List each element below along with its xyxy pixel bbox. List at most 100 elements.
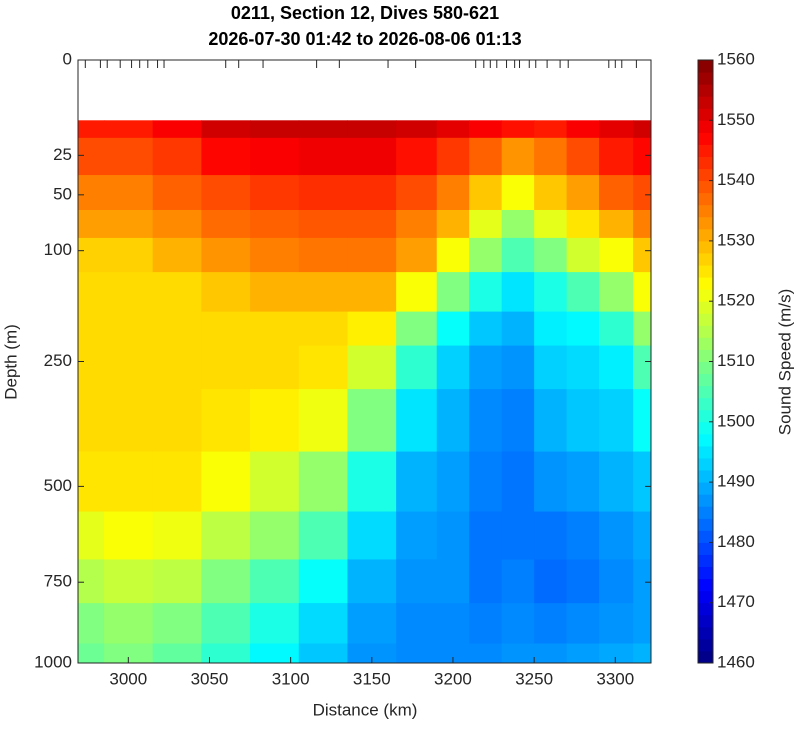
- field-cell: [501, 175, 535, 211]
- field-cell: [103, 311, 154, 347]
- field-cell: [633, 237, 652, 273]
- field-cell: [469, 237, 503, 273]
- colorbar-band: [698, 313, 713, 326]
- y-tick-label: 25: [53, 145, 72, 164]
- x-tick-label: 3300: [596, 669, 634, 688]
- field-cell: [436, 175, 470, 211]
- colorbar-band: [698, 180, 713, 194]
- colorbar-tick-label: 1470: [717, 592, 755, 611]
- field-cell: [566, 120, 600, 139]
- field-cell: [201, 311, 251, 347]
- field-cell: [501, 237, 535, 273]
- field-cell: [347, 272, 397, 313]
- field-cell: [599, 237, 634, 273]
- field-cell: [633, 209, 652, 239]
- colorbar-band: [698, 168, 713, 182]
- field-cell: [633, 559, 652, 604]
- field-cell: [566, 451, 600, 513]
- field-cell: [250, 643, 300, 664]
- field-cell: [633, 120, 652, 139]
- field-cell: [396, 175, 438, 211]
- field-cell: [534, 389, 568, 453]
- field-cell: [633, 311, 652, 347]
- field-cell: [78, 272, 105, 313]
- field-cell: [103, 603, 154, 645]
- field-cell: [347, 209, 397, 239]
- field-cell: [298, 559, 348, 604]
- field-cell: [534, 120, 568, 139]
- field-cell: [396, 272, 438, 313]
- field-cell: [599, 511, 634, 560]
- field-cell: [201, 389, 251, 453]
- field-cell: [152, 120, 202, 139]
- field-cell: [396, 559, 438, 604]
- field-cell: [566, 237, 600, 273]
- x-tick-label: 3100: [272, 669, 310, 688]
- field-cell: [250, 272, 300, 313]
- colorbar-band: [698, 252, 713, 266]
- colorbar-band: [698, 650, 713, 664]
- field-cell: [201, 209, 251, 239]
- field-cell: [469, 311, 503, 347]
- field-cell: [298, 511, 348, 560]
- colorbar-band: [698, 530, 713, 543]
- y-tick-label: 50: [53, 184, 72, 203]
- field-cell: [347, 311, 397, 347]
- y-tick-label: 250: [44, 351, 72, 370]
- field-cell: [152, 451, 202, 513]
- field-cell: [201, 345, 251, 390]
- x-tick-label: 3000: [109, 669, 147, 688]
- field-cell: [152, 311, 202, 347]
- colorbar-band: [698, 108, 713, 121]
- field-cell: [298, 272, 348, 313]
- field-cell: [78, 345, 105, 390]
- field-cell: [201, 559, 251, 604]
- field-cell: [534, 137, 568, 176]
- field-cell: [152, 345, 202, 390]
- field-cell: [347, 120, 397, 139]
- colorbar-band: [698, 265, 713, 278]
- field-cell: [201, 603, 251, 645]
- field-cell: [396, 209, 438, 239]
- field-cell: [152, 137, 202, 176]
- field-cell: [298, 389, 348, 453]
- field-cell: [103, 451, 154, 513]
- colorbar-tick-label: 1530: [717, 230, 755, 249]
- y-axis-label: Depth (m): [1, 324, 20, 400]
- field-cell: [599, 559, 634, 604]
- colorbar-band: [698, 192, 713, 206]
- field-cell: [566, 643, 600, 664]
- field-cell: [152, 643, 202, 664]
- field-cell: [201, 511, 251, 560]
- field-cell: [436, 643, 470, 664]
- x-axis-label: Distance (km): [313, 700, 418, 719]
- field-cell: [566, 311, 600, 347]
- field-cell: [501, 603, 535, 645]
- field-cell: [347, 137, 397, 176]
- colorbar-tick-label: 1510: [717, 351, 755, 370]
- field-cell: [250, 559, 300, 604]
- field-cell: [469, 120, 503, 139]
- field-cell: [103, 120, 154, 139]
- field-cell: [78, 209, 105, 239]
- field-cell: [599, 175, 634, 211]
- field-cell: [396, 389, 438, 453]
- field-cell: [469, 603, 503, 645]
- colorbar-tick-label: 1520: [717, 291, 755, 310]
- colorbar-band: [698, 337, 713, 350]
- field-cell: [534, 559, 568, 604]
- field-cell: [436, 209, 470, 239]
- field-cell: [501, 451, 535, 513]
- field-cell: [501, 209, 535, 239]
- field-cell: [201, 137, 251, 176]
- colorbar-band: [698, 349, 713, 362]
- field-cell: [347, 603, 397, 645]
- field-cell: [633, 511, 652, 560]
- field-cell: [566, 209, 600, 239]
- colorbar-band: [698, 84, 713, 97]
- field-cell: [78, 643, 105, 664]
- field-cell: [201, 237, 251, 273]
- y-tick-label: 500: [44, 476, 72, 495]
- field-cell: [534, 272, 568, 313]
